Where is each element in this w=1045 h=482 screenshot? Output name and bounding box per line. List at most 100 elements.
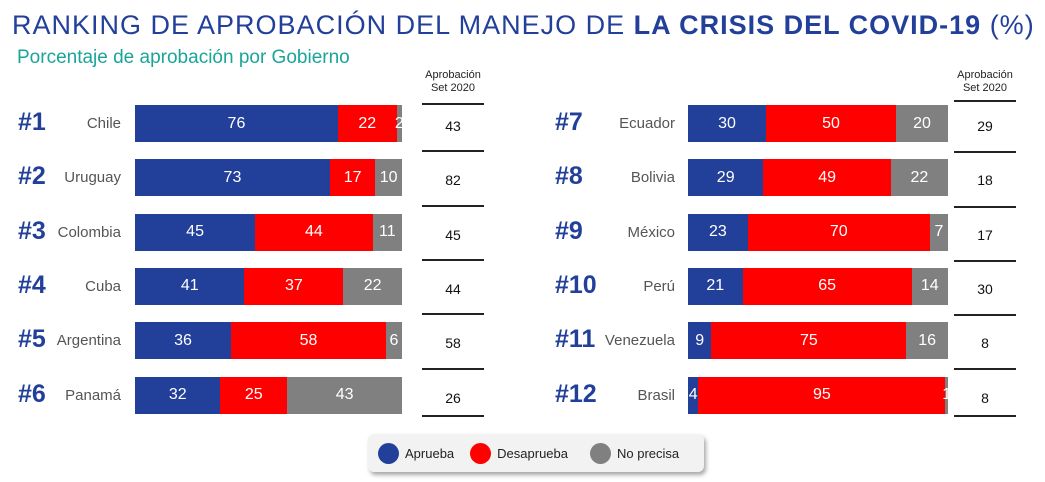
bar-segment-desaprueba: 37 <box>244 267 344 305</box>
data-label: 32 <box>168 386 187 403</box>
bar-segment-aprueba: 76 <box>135 105 338 142</box>
data-label: 23 <box>709 223 727 241</box>
colhead-line1: Aprobación <box>957 69 1013 81</box>
stacked-bar: 30 50 20 <box>688 105 948 142</box>
legend-label: Aprueba <box>405 445 455 461</box>
data-label: 10 <box>379 168 398 186</box>
stacked-bar: 29 49 22 <box>688 159 948 197</box>
approval-set2020-value: 82 <box>445 172 461 189</box>
column-divider <box>422 150 484 152</box>
data-label: 36 <box>174 331 192 349</box>
data-label: 25 <box>244 386 263 403</box>
approval-set2020-value: 8 <box>981 389 989 406</box>
legend-swatch <box>589 442 611 464</box>
rank-label: #2 <box>18 162 46 191</box>
column-header-left: Aprobación Set 2020 <box>421 69 485 95</box>
bar-segment-aprueba: 23 <box>688 213 748 251</box>
stacked-bar: 41 37 22 <box>135 267 402 305</box>
rank-label: #8 <box>555 162 583 191</box>
column-divider <box>954 206 1016 208</box>
column-divider <box>422 205 484 207</box>
bar-segment-no-precisa: 14 <box>911 267 948 305</box>
bar-segment-no-precisa: 6 <box>385 322 402 360</box>
data-label: 49 <box>818 168 836 186</box>
rank-label: #12 <box>555 379 597 408</box>
country-label: Chile <box>86 115 121 132</box>
stacked-bar: 32 25 43 <box>135 376 402 414</box>
stacked-bar: 9 75 16 <box>688 322 948 360</box>
bar-segment-no-precisa: 11 <box>372 213 402 251</box>
bar-segment-no-precisa: 10 <box>375 159 402 197</box>
data-label: 58 <box>299 331 318 349</box>
rank-label: #3 <box>18 216 46 245</box>
data-label: 41 <box>180 277 199 295</box>
data-label: 37 <box>284 277 303 295</box>
title-unit: (%) <box>981 10 1035 40</box>
bar-segment-aprueba: 21 <box>688 267 743 305</box>
data-label: 22 <box>910 168 929 186</box>
approval-set2020-value: 8 <box>981 335 989 352</box>
data-label: 43 <box>335 386 354 403</box>
bar-segment-desaprueba: 95 <box>698 376 946 414</box>
bar-segment-aprueba: 41 <box>135 267 245 305</box>
country-label: Venezuela <box>604 332 675 350</box>
approval-set2020-value: 45 <box>445 226 461 243</box>
column-divider <box>954 368 1016 370</box>
data-label: 1 <box>942 386 952 403</box>
data-label: 70 <box>829 223 848 241</box>
bar-segment-desaprueba: 50 <box>766 105 896 142</box>
column-divider <box>422 103 484 105</box>
stacked-bar: 45 44 11 <box>135 213 402 251</box>
rank-label: #7 <box>555 108 583 136</box>
chart-subtitle: Porcentaje de aprobación por Gobierno <box>17 47 350 68</box>
data-label: 14 <box>920 277 939 295</box>
data-label: 2 <box>394 114 404 132</box>
rank-label: #4 <box>18 270 46 299</box>
approval-set2020-value: 44 <box>445 280 461 297</box>
country-label: Colombia <box>57 223 121 241</box>
bar-segment-desaprueba: 22 <box>337 105 397 142</box>
title-text: RANKING DE APROBACIÓN DEL MANEJO DE <box>12 10 634 40</box>
data-label: 22 <box>363 277 382 295</box>
bar-segment-no-precisa: 7 <box>929 213 948 251</box>
legend-swatch <box>378 442 399 464</box>
bar-segment-aprueba: 45 <box>135 213 256 251</box>
column-divider <box>954 151 1016 153</box>
data-label: 29 <box>716 168 735 186</box>
rank-label: #5 <box>18 325 46 354</box>
legend-item: No precisa <box>589 442 679 464</box>
column-divider <box>954 314 1016 316</box>
rank-label: #9 <box>555 216 583 245</box>
column-divider <box>954 100 1016 102</box>
data-label: 45 <box>186 223 204 241</box>
bar-segment-desaprueba: 49 <box>763 159 891 197</box>
rank-label: #6 <box>18 379 46 408</box>
data-label: 44 <box>304 223 323 241</box>
data-label: 22 <box>358 114 377 132</box>
bar-segment-aprueba: 4 <box>688 376 699 414</box>
data-label: 11 <box>378 223 396 241</box>
bar-segment-aprueba: 30 <box>688 105 766 142</box>
data-label: 9 <box>695 331 705 349</box>
country-label: Argentina <box>56 332 121 350</box>
data-label: 30 <box>718 114 736 132</box>
data-label: 21 <box>706 277 725 295</box>
approval-set2020-value: 43 <box>445 118 461 134</box>
data-label: 95 <box>812 386 831 403</box>
bar-segment-aprueba: 32 <box>135 376 221 414</box>
bar-segment-no-precisa: 1 <box>942 376 952 414</box>
bar-segment-desaprueba: 44 <box>255 213 373 251</box>
bar-segment-aprueba: 73 <box>135 159 330 197</box>
stacked-bar: 76 22 2 <box>135 105 404 142</box>
rank-label: #11 <box>555 325 596 354</box>
colhead-line2: Set 2020 <box>962 82 1008 94</box>
data-label: 75 <box>799 331 818 349</box>
bar-segment-desaprueba: 75 <box>711 322 907 360</box>
approval-set2020-value: 17 <box>977 226 993 243</box>
data-label: 50 <box>822 114 840 132</box>
country-label: Panamá <box>65 386 121 404</box>
bar-segment-no-precisa: 20 <box>896 105 948 142</box>
data-label: 65 <box>818 277 836 295</box>
approval-set2020-value: 29 <box>977 118 993 134</box>
column-divider <box>422 259 484 261</box>
